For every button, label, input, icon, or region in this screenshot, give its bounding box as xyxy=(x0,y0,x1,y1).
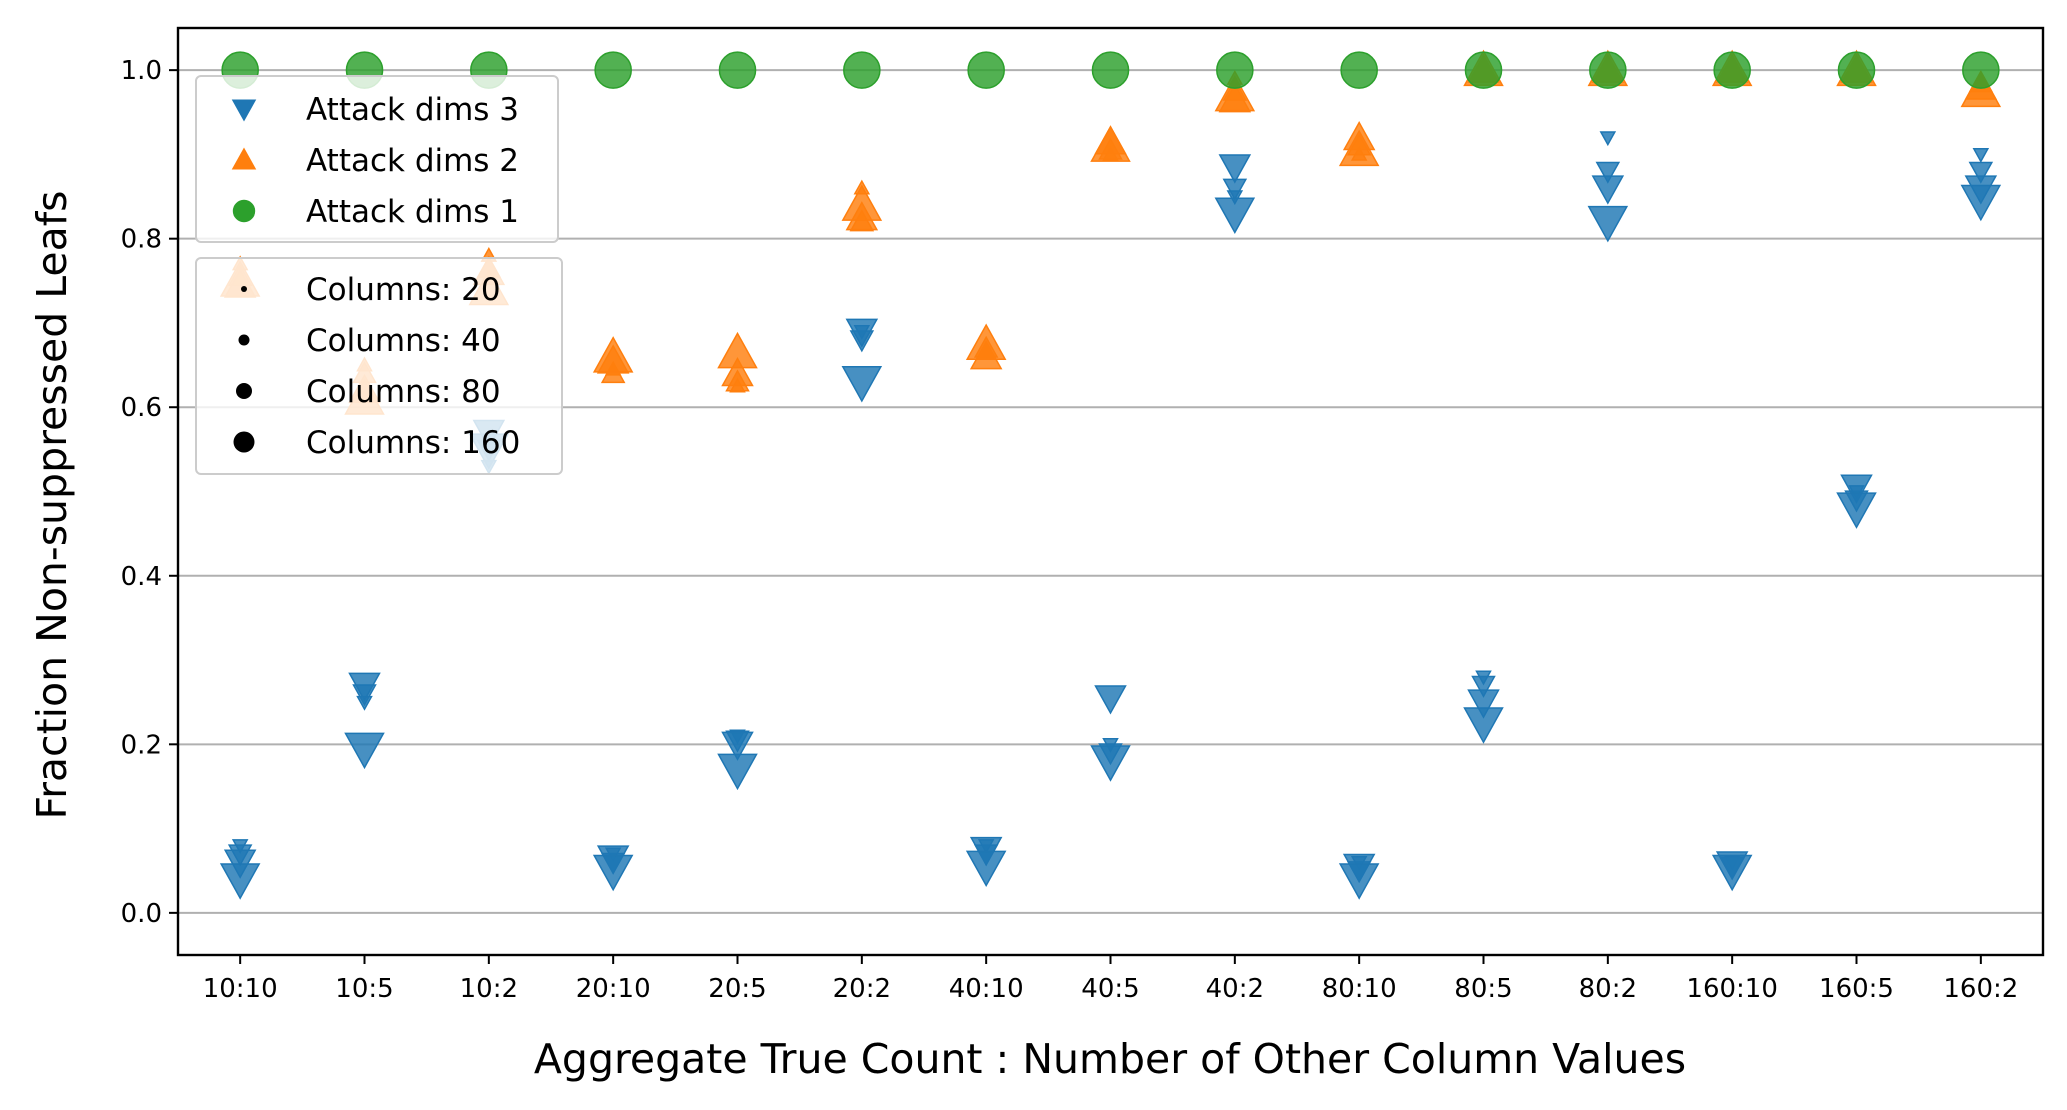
data-point xyxy=(1713,51,1751,89)
data-point xyxy=(1090,745,1131,782)
data-point xyxy=(1960,70,2002,108)
legend-marker xyxy=(231,147,257,170)
x-tick-label: 160:5 xyxy=(1819,974,1894,1004)
x-tick-label: 160:2 xyxy=(1943,974,2018,1004)
data-point xyxy=(845,318,879,348)
data-point xyxy=(1463,707,1504,744)
legend-marker xyxy=(232,199,256,223)
x-tick-label: 40:2 xyxy=(1206,974,1264,1004)
legend-sizes: Columns: 20 Columns: 40 Columns: 80 Columns… xyxy=(195,257,563,475)
data-point xyxy=(1837,51,1876,89)
x-tick-label: 20:5 xyxy=(708,974,766,1004)
data-point xyxy=(1214,197,1256,234)
legend-marker xyxy=(231,99,257,122)
x-tick-label: 160:10 xyxy=(1686,974,1777,1004)
data-point xyxy=(843,51,881,89)
data-point xyxy=(1591,175,1625,205)
data-point xyxy=(965,323,1007,360)
legend-size-marker xyxy=(238,334,250,346)
data-point xyxy=(219,863,261,900)
legend-size-marker xyxy=(233,431,255,453)
data-point xyxy=(717,331,758,369)
y-tick-label: 0.8 xyxy=(121,225,162,255)
data-point xyxy=(1711,854,1753,892)
data-point xyxy=(721,731,754,761)
data-point xyxy=(594,51,632,89)
data-point xyxy=(1972,148,1990,163)
legend-label: Attack dims 1 xyxy=(306,194,519,230)
data-point xyxy=(592,854,634,892)
legend-series: Attack dims 3 Attack dims 2 Attack dims 1 xyxy=(195,75,559,243)
data-point xyxy=(1962,51,2000,89)
data-point xyxy=(1338,863,1380,900)
legend-label: Columns: 160 xyxy=(306,425,520,461)
y-tick-label: 0.0 xyxy=(121,899,162,929)
data-point xyxy=(1471,675,1496,698)
y-tick-label: 0.2 xyxy=(121,730,162,760)
data-point xyxy=(1836,492,1877,529)
data-point xyxy=(1090,125,1131,162)
legend-label: Attack dims 3 xyxy=(306,92,519,128)
x-tick-label: 40:5 xyxy=(1081,974,1139,1004)
data-point xyxy=(1218,154,1252,184)
legend-size-marker xyxy=(236,383,252,399)
x-tick-label: 80:5 xyxy=(1454,974,1512,1004)
data-point xyxy=(1595,161,1621,184)
x-tick-label: 10:5 xyxy=(335,974,393,1004)
data-point xyxy=(1340,51,1378,89)
legend-label: Attack dims 2 xyxy=(306,143,519,179)
x-tick-label: 20:2 xyxy=(833,974,891,1004)
legend-box xyxy=(195,257,563,475)
data-point xyxy=(841,184,883,221)
data-point xyxy=(1216,51,1254,89)
data-point xyxy=(1338,129,1380,167)
y-tick-label: 0.4 xyxy=(121,562,162,592)
data-point xyxy=(965,850,1007,888)
x-tick-label: 10:10 xyxy=(203,974,278,1004)
data-point xyxy=(1094,685,1127,715)
y-tick-label: 0.6 xyxy=(121,393,162,423)
data-point xyxy=(1599,131,1617,147)
series-attack-dims-3 xyxy=(219,131,2002,900)
data-point xyxy=(344,732,385,770)
y-axis-label: Fraction Non-suppressed Leafs xyxy=(28,190,76,819)
data-point xyxy=(348,672,381,702)
data-point xyxy=(1464,51,1503,89)
data-point xyxy=(1960,184,2002,222)
data-point xyxy=(1589,51,1627,89)
x-tick-label: 80:2 xyxy=(1579,974,1637,1004)
data-point xyxy=(1968,161,1994,184)
legend-label: Columns: 80 xyxy=(306,374,501,410)
data-point xyxy=(1587,205,1629,243)
y-tick-label: 1.0 xyxy=(121,56,162,86)
data-point xyxy=(1840,474,1873,504)
data-point xyxy=(721,356,754,387)
x-axis-label: Aggregate True Count : Number of Other C… xyxy=(534,1035,1686,1083)
data-point xyxy=(1467,689,1500,719)
legend-size-marker xyxy=(241,286,247,292)
x-tick-label: 40:10 xyxy=(949,974,1024,1004)
x-tick-label: 20:10 xyxy=(576,974,651,1004)
data-point xyxy=(717,753,758,791)
legend-label: Columns: 20 xyxy=(306,272,501,308)
data-point xyxy=(1214,74,1256,112)
data-point xyxy=(592,336,634,373)
legend-box xyxy=(195,75,559,243)
data-point xyxy=(718,51,757,89)
x-tick-label: 80:10 xyxy=(1322,974,1397,1004)
data-point xyxy=(967,51,1005,89)
legend-label: Columns: 40 xyxy=(306,323,501,359)
x-tick-label: 10:2 xyxy=(460,974,518,1004)
data-point xyxy=(1091,51,1130,89)
data-point xyxy=(841,365,883,403)
